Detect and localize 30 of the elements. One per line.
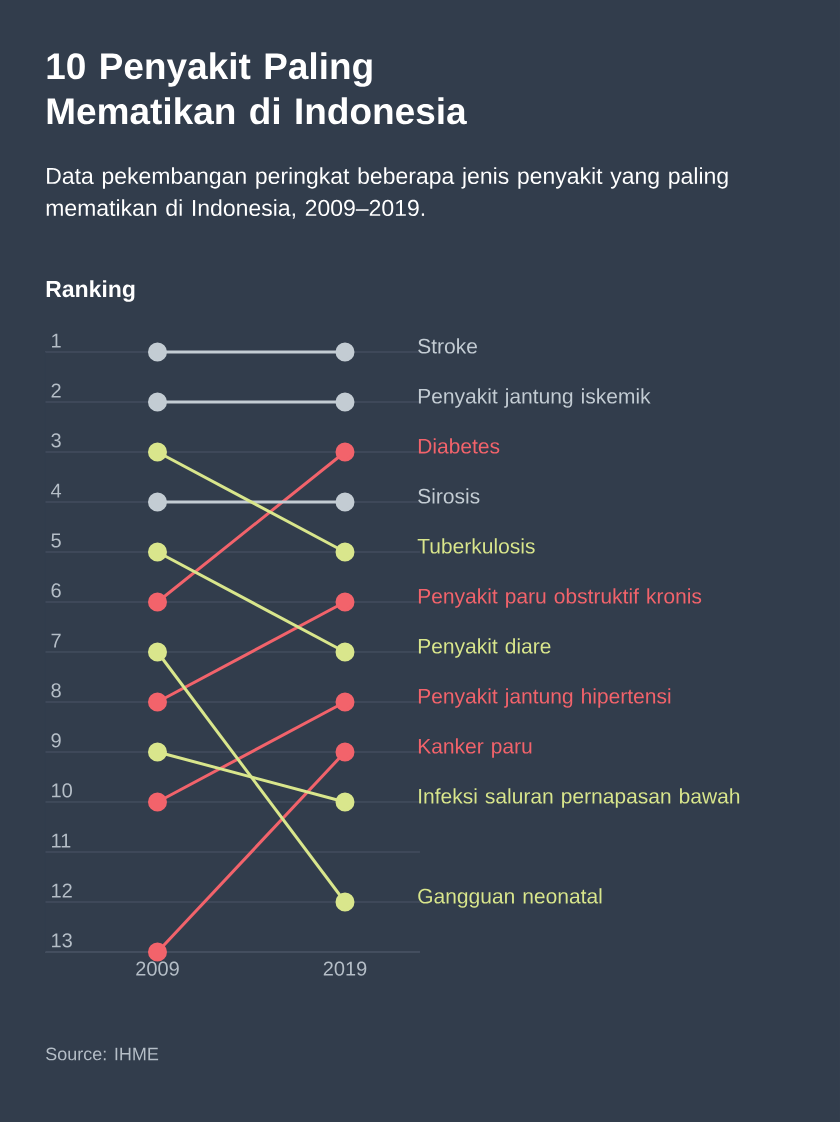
text: Infeksi saluran pernapasan bawah bbox=[419, 788, 740, 808]
text: Penyakit diare bbox=[418, 638, 551, 658]
y-tick-label: 8 bbox=[51, 683, 61, 698]
y-tick-label: 12 bbox=[52, 883, 72, 898]
chart-subtitle: Data pekembangan peringkat beberapa jenis penyakit yang paling mematikan di Indonesia, 2009–2019. bbox=[46, 167, 728, 219]
chart-title: 10 Penyakit Paling Mematikan di Indonesia bbox=[47, 52, 467, 125]
x-tick-label: 2009 bbox=[136, 961, 179, 976]
y-axis-title: Ranking bbox=[46, 280, 135, 302]
y-tick-label: 2 bbox=[51, 383, 61, 398]
text: Penyakit jantung iskemik bbox=[418, 388, 651, 408]
text: Sirosis bbox=[418, 488, 480, 504]
y-tick-label: 1 bbox=[52, 333, 61, 348]
x-tick-label: 2019 bbox=[323, 961, 367, 976]
y-tick-label: 13 bbox=[52, 933, 72, 948]
y-tick-label: 11 bbox=[52, 833, 71, 848]
text: Penyakit jantung hipertensi bbox=[418, 688, 671, 708]
y-tick-label: 10 bbox=[52, 783, 72, 798]
y-tick-label: 5 bbox=[51, 533, 61, 548]
text: Tuberkulosis bbox=[417, 538, 535, 554]
y-tick-label: 4 bbox=[50, 483, 62, 498]
text: Gangguan neonatal bbox=[418, 888, 602, 908]
text: Stroke bbox=[418, 338, 477, 354]
y-tick-label: 7 bbox=[51, 633, 61, 648]
y-tick-label: 9 bbox=[51, 733, 61, 748]
y-tick-label: 3 bbox=[51, 433, 61, 448]
source-note: Source: IHME bbox=[46, 1047, 159, 1061]
text: Diabetes bbox=[418, 438, 500, 454]
y-tick-label: 6 bbox=[51, 583, 61, 598]
text: Penyakit paru obstruktif kronis bbox=[418, 588, 702, 608]
text: Kanker paru bbox=[418, 738, 532, 758]
